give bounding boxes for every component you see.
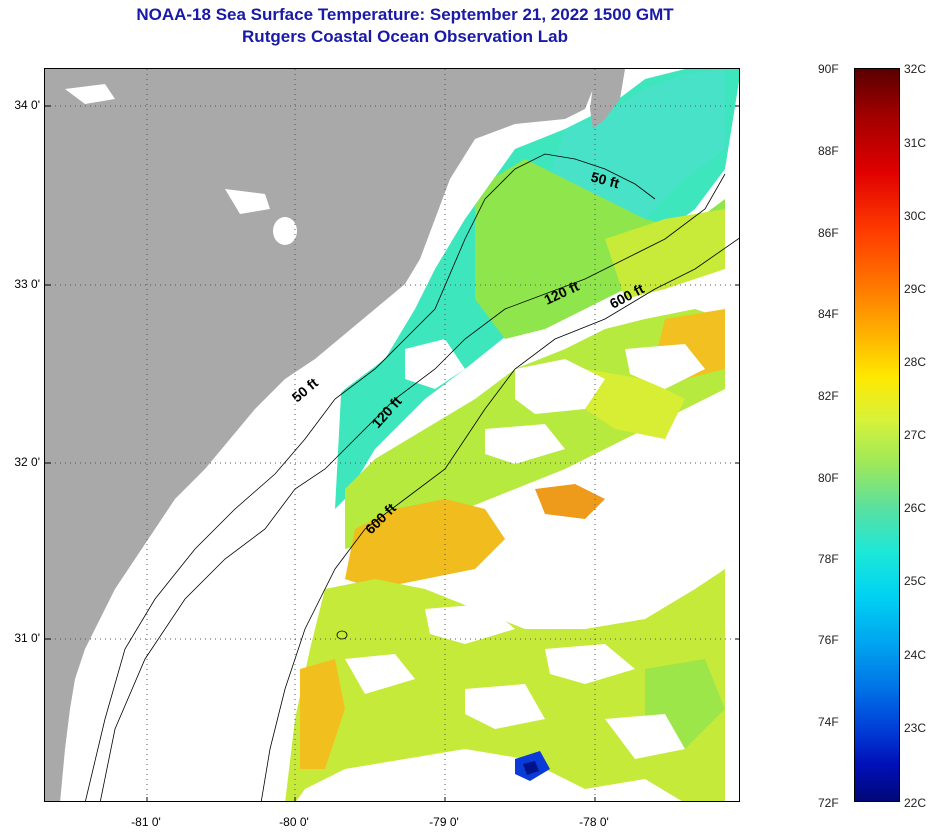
colorbar-c-30: 30C [904,209,927,223]
colorbar-c-31: 31C [904,136,927,150]
colorbar-f-84: 84F [818,307,839,321]
colorbar-gradient [855,69,899,801]
depth-contours [85,153,739,801]
lat-label-32: 32 0' [14,455,40,469]
lat-label-31: 31 0' [14,631,40,645]
lat-label-34: 34 0' [14,98,40,112]
colorbar-c-23: 23C [904,721,927,735]
lat-label-33: 33 0' [14,277,40,291]
lon-label-79: -79 0' [429,815,459,829]
lon-label-81: -81 0' [131,815,161,829]
sst-map: 50 ft 120 ft 600 ft 50 ft 120 ft 600 ft [44,68,740,802]
lon-label-78: -78 0' [579,815,609,829]
contour-label-50ft-north: 50 ft [589,168,621,191]
colorbar-c-24: 24C [904,648,927,662]
colorbar-c-32: 32C [904,62,927,76]
colorbar-c-29: 29C [904,282,927,296]
colorbar-f-82: 82F [818,389,839,403]
colorbar-f-78: 78F [818,552,839,566]
colorbar-f-86: 86F [818,226,839,240]
colorbar-f-80: 80F [818,471,839,485]
colorbar-f-90: 90F [818,62,839,76]
colorbar-f-74: 74F [818,715,839,729]
colorbar-c-26: 26C [904,501,927,515]
lon-label-80: -80 0' [279,815,309,829]
colorbar-c-27: 27C [904,428,927,442]
map-title: NOAA-18 Sea Surface Temperature: Septemb… [136,5,674,24]
temperature-colorbar [854,68,900,802]
sst-field [285,69,739,801]
map-subtitle: Rutgers Coastal Ocean Observation Lab [242,27,568,46]
land-mass [45,69,595,801]
colorbar-f-72: 72F [818,796,839,810]
colorbar-c-28: 28C [904,355,927,369]
graticule [45,69,739,801]
colorbar-c-22: 22C [904,796,927,810]
colorbar-c-25: 25C [904,574,927,588]
colorbar-f-88: 88F [818,144,839,158]
colorbar-f-76: 76F [818,633,839,647]
